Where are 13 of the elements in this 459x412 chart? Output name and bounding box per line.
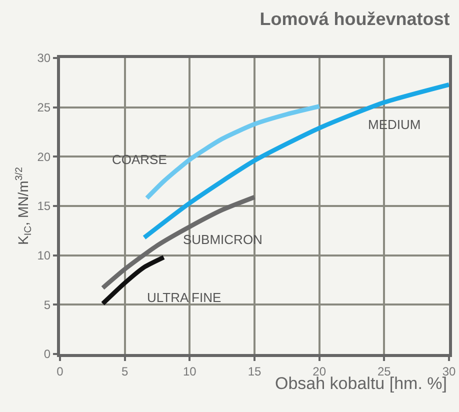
x-tick-label: 0 [56, 364, 64, 378]
y-tick-label: 25 [37, 100, 51, 115]
y-tick-label: 5 [44, 298, 51, 312]
y-tick-label: 0 [44, 347, 51, 362]
x-tick-label: 5 [121, 364, 128, 378]
x-tick-label: 15 [248, 364, 262, 378]
chart-title: Lomová houževnatost [260, 8, 450, 29]
y-tick-label: 30 [37, 51, 51, 66]
y-tick-label: 10 [37, 248, 51, 263]
series-label: ULTRA FINE [147, 290, 222, 305]
x-tick-label: 10 [182, 364, 197, 378]
y-tick-label: 15 [37, 199, 51, 214]
y-tick-label: 20 [37, 150, 51, 164]
